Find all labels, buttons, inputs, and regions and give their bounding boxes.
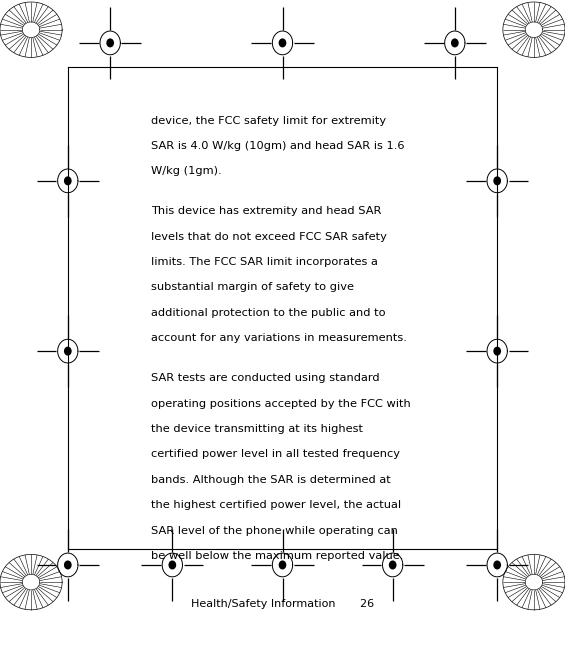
Text: bands. Although the SAR is determined at: bands. Although the SAR is determined at bbox=[151, 475, 391, 485]
Text: SAR is 4.0 W/kg (10gm) and head SAR is 1.6: SAR is 4.0 W/kg (10gm) and head SAR is 1… bbox=[151, 141, 405, 151]
Text: be well below the maximum reported value.: be well below the maximum reported value… bbox=[151, 551, 404, 561]
Text: limits. The FCC SAR limit incorporates a: limits. The FCC SAR limit incorporates a bbox=[151, 257, 379, 267]
Circle shape bbox=[493, 560, 501, 570]
Circle shape bbox=[279, 38, 286, 48]
Text: substantial margin of safety to give: substantial margin of safety to give bbox=[151, 282, 354, 292]
Circle shape bbox=[168, 560, 176, 570]
Circle shape bbox=[64, 346, 72, 356]
Text: the device transmitting at its highest: the device transmitting at its highest bbox=[151, 424, 363, 434]
Text: operating positions accepted by the FCC with: operating positions accepted by the FCC … bbox=[151, 399, 411, 409]
Circle shape bbox=[64, 176, 72, 185]
Text: SAR tests are conducted using standard: SAR tests are conducted using standard bbox=[151, 373, 380, 383]
Circle shape bbox=[451, 38, 459, 48]
Text: This device has extremity and head SAR: This device has extremity and head SAR bbox=[151, 206, 382, 216]
Text: levels that do not exceed FCC SAR safety: levels that do not exceed FCC SAR safety bbox=[151, 232, 387, 242]
Text: certified power level in all tested frequency: certified power level in all tested freq… bbox=[151, 449, 401, 459]
Circle shape bbox=[493, 176, 501, 185]
Text: account for any variations in measurements.: account for any variations in measuremen… bbox=[151, 333, 407, 343]
Circle shape bbox=[493, 346, 501, 356]
Circle shape bbox=[389, 560, 397, 570]
Text: the highest certified power level, the actual: the highest certified power level, the a… bbox=[151, 500, 402, 510]
Text: SAR level of the phone while operating can: SAR level of the phone while operating c… bbox=[151, 525, 398, 536]
Text: device, the FCC safety limit for extremity: device, the FCC safety limit for extremi… bbox=[151, 115, 386, 125]
Circle shape bbox=[64, 560, 72, 570]
Text: additional protection to the public and to: additional protection to the public and … bbox=[151, 308, 386, 318]
Circle shape bbox=[279, 560, 286, 570]
Circle shape bbox=[106, 38, 114, 48]
Text: Health/Safety Information       26: Health/Safety Information 26 bbox=[191, 599, 374, 609]
Text: W/kg (1gm).: W/kg (1gm). bbox=[151, 166, 222, 176]
